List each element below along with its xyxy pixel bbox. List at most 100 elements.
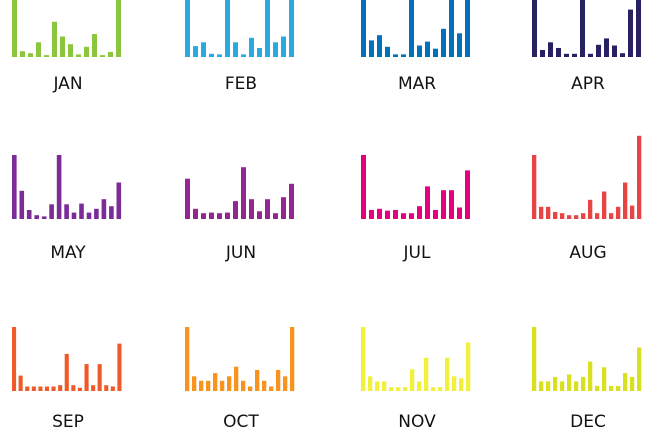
- bar-nov-11: [431, 387, 436, 391]
- month-label-nov: NOV: [398, 412, 436, 432]
- bar-feb-10: [257, 48, 262, 57]
- bar-may-1: [12, 155, 17, 219]
- bar-apr-5: [564, 53, 569, 57]
- bar-sep-12: [84, 364, 89, 391]
- chart-jan: JAN: [12, 0, 121, 94]
- bar-jul-14: [465, 170, 470, 219]
- bar-sep-4: [31, 386, 36, 391]
- bar-jun-1: [185, 178, 190, 219]
- bar-sep-9: [64, 353, 69, 391]
- bar-jul-10: [433, 210, 438, 219]
- bar-jan-9: [76, 54, 81, 57]
- bar-dec-13: [616, 385, 621, 391]
- bar-jun-3: [201, 213, 206, 219]
- bar-jul-1: [361, 155, 366, 219]
- bar-mar-13: [457, 33, 462, 57]
- bar-jan-6: [52, 21, 57, 57]
- bar-jun-12: [273, 213, 278, 219]
- bar-apr-8: [588, 53, 593, 57]
- bar-oct-14: [276, 369, 281, 391]
- bar-may-5: [41, 216, 47, 219]
- bar-aug-12: [609, 213, 614, 219]
- bar-oct-8: [234, 366, 239, 391]
- bar-jan-8: [68, 44, 73, 57]
- bar-sep-14: [97, 364, 102, 391]
- bar-nov-10: [424, 357, 429, 391]
- bar-aug-13: [616, 206, 621, 219]
- bar-jun-13: [281, 197, 286, 219]
- bar-apr-11: [612, 45, 617, 57]
- chart-may: MAY: [12, 155, 122, 263]
- bar-feb-12: [273, 42, 278, 57]
- bar-jul-6: [401, 213, 406, 219]
- bar-may-11: [86, 212, 92, 219]
- bar-apr-1: [532, 0, 537, 57]
- bar-jun-6: [225, 212, 230, 219]
- bar-aug-10: [595, 213, 600, 219]
- bar-apr-13: [628, 9, 633, 58]
- bar-sep-7: [51, 386, 56, 391]
- bar-nov-5: [389, 387, 394, 391]
- bar-sep-8: [58, 385, 63, 391]
- bar-oct-9: [241, 380, 246, 391]
- bar-sep-3: [25, 386, 30, 391]
- bar-oct-5: [213, 373, 218, 391]
- bar-may-13: [101, 199, 107, 219]
- bar-mar-14: [465, 0, 470, 57]
- bar-may-14: [109, 206, 114, 219]
- bar-aug-1: [532, 155, 537, 219]
- bar-may-9: [71, 212, 77, 219]
- bar-feb-3: [201, 42, 206, 57]
- bar-nov-7: [403, 387, 408, 391]
- bar-nov-6: [396, 387, 401, 391]
- bar-jul-3: [377, 208, 382, 219]
- bar-aug-9: [588, 199, 593, 219]
- bar-jan-3: [28, 53, 33, 57]
- bar-sep-17: [117, 343, 122, 391]
- bar-nov-8: [410, 369, 415, 391]
- bar-aug-4: [553, 212, 558, 219]
- bar-mar-8: [417, 45, 422, 57]
- bar-jun-4: [209, 212, 214, 219]
- bar-mar-9: [425, 41, 430, 57]
- bar-jul-11: [441, 190, 446, 219]
- bar-dec-12: [609, 385, 614, 391]
- bar-apr-10: [604, 38, 609, 57]
- bar-dec-9: [588, 361, 593, 391]
- bar-may-8: [64, 204, 69, 219]
- month-label-jul: JUL: [403, 243, 431, 263]
- bar-jun-10: [257, 211, 262, 219]
- chart-feb: FEB: [185, 0, 294, 94]
- bar-feb-4: [209, 53, 214, 57]
- bar-aug-3: [546, 206, 551, 219]
- bar-oct-11: [255, 369, 260, 391]
- bar-may-3: [26, 210, 32, 219]
- bar-dec-5: [560, 381, 565, 391]
- bar-aug-16: [637, 135, 642, 219]
- bar-mar-4: [385, 46, 390, 57]
- bar-mar-12: [449, 0, 454, 57]
- bar-jan-12: [100, 55, 105, 57]
- month-label-mar: MAR: [398, 74, 436, 94]
- bar-jul-7: [409, 213, 414, 219]
- month-label-oct: OCT: [223, 412, 259, 432]
- chart-apr: APR: [532, 0, 641, 94]
- chart-sep: SEP: [12, 327, 122, 432]
- bar-may-7: [56, 155, 62, 219]
- bar-apr-7: [580, 0, 585, 57]
- bar-apr-4: [556, 48, 561, 57]
- month-label-dec: DEC: [570, 412, 606, 432]
- bar-may-12: [94, 208, 99, 219]
- bar-dec-1: [532, 327, 537, 391]
- bar-dec-8: [581, 376, 586, 391]
- bar-aug-11: [602, 191, 607, 219]
- bar-nov-2: [368, 376, 373, 391]
- bar-mar-2: [369, 40, 374, 57]
- bar-nov-12: [438, 387, 443, 391]
- bar-jun-2: [193, 208, 198, 219]
- bar-mar-3: [377, 35, 382, 57]
- bar-feb-13: [281, 36, 286, 57]
- bar-dec-2: [539, 381, 544, 391]
- bar-aug-7: [574, 215, 579, 219]
